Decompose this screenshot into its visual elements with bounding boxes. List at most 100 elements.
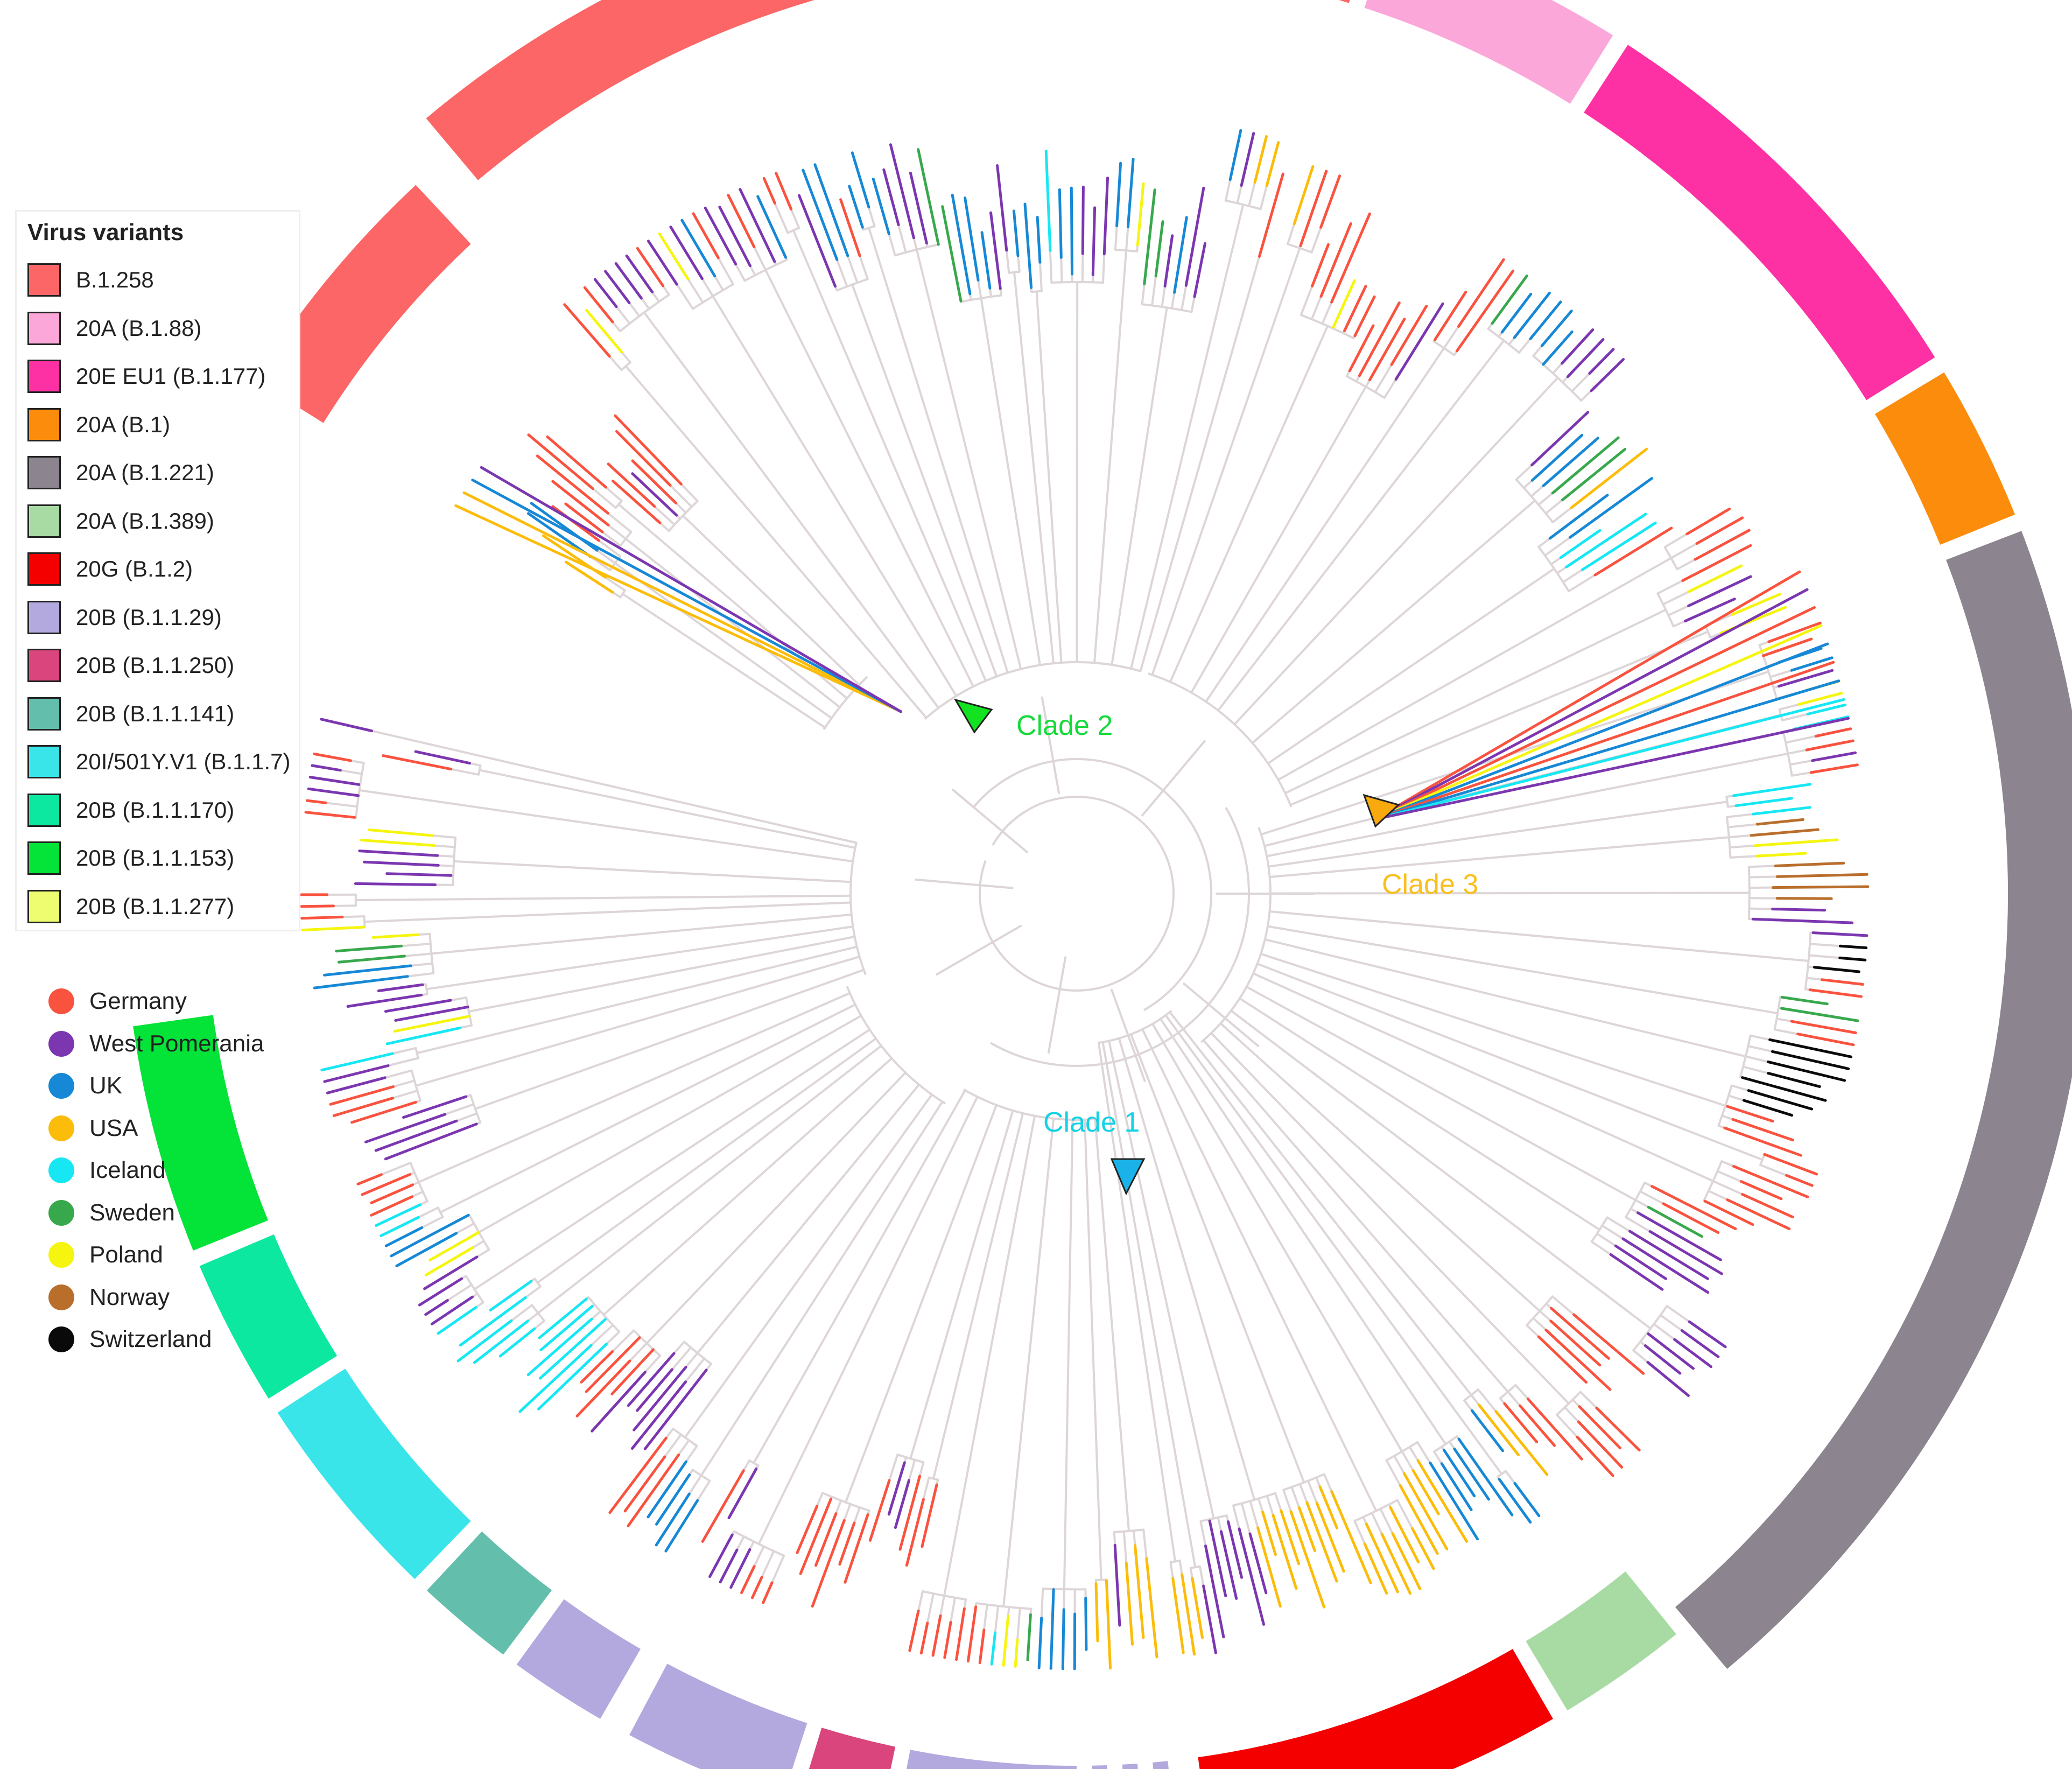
tree-tip [1731, 1118, 1794, 1142]
tree-branch [917, 1590, 924, 1612]
tree-branch [1544, 499, 1564, 515]
tree-branch [1125, 226, 1129, 252]
tree-tip [989, 211, 1002, 290]
tree-branch [1727, 1094, 1745, 1101]
tree-tip [718, 206, 751, 268]
tree-branch [1307, 1479, 1318, 1504]
tree-branch [596, 549, 616, 565]
tree-branch [417, 992, 851, 1183]
tree-branch [1571, 1399, 1581, 1408]
tree-tip [1790, 1020, 1857, 1034]
variant-swatch [27, 697, 61, 731]
tree-branch [453, 860, 852, 883]
tree-branch [425, 925, 854, 991]
tree-branch [339, 769, 363, 775]
tree-tip [1238, 1527, 1265, 1626]
tree-tip [1471, 1409, 1504, 1452]
tree-tip [1297, 1506, 1316, 1553]
tree-tip [585, 1336, 641, 1393]
tree-tip [332, 1097, 395, 1117]
tree-tip [631, 459, 678, 504]
tree-tip [680, 219, 717, 278]
tree-tip [1751, 806, 1811, 816]
tree-branch [1749, 1034, 1771, 1041]
tree-tip [1662, 1202, 1720, 1234]
variant-legend-item: 20I/501Y.V1 (B.1.1.7) [27, 743, 291, 781]
tree-branch [1284, 608, 1667, 795]
tree-branch [1393, 1455, 1406, 1475]
tree-branch [1248, 181, 1256, 207]
tree-branch [845, 1104, 998, 1504]
tree-branch [1709, 632, 1722, 639]
clade-3-label: Clade 3 [1382, 869, 1478, 900]
tree-branch [1199, 1565, 1205, 1587]
tree-tip [1265, 141, 1280, 187]
tree-branch [1118, 1037, 1256, 1501]
tree-branch [620, 350, 631, 364]
tree-branch-arc [990, 807, 1250, 1067]
tree-tip [1647, 1332, 1695, 1370]
tree-tip [1808, 988, 1863, 998]
tree-tip [402, 1095, 468, 1119]
tree-tip [564, 502, 604, 533]
tree-branch [835, 258, 848, 288]
tree-tip [1403, 1472, 1449, 1550]
tree-tip [612, 480, 662, 524]
tree-tip [382, 754, 453, 771]
tree-branch [533, 1319, 545, 1330]
tree-tip [1500, 292, 1533, 334]
tree-tip [1771, 885, 1870, 889]
tree-tip [1094, 1582, 1099, 1642]
tree-branch [1656, 579, 1684, 595]
tree-branch [1712, 1180, 1744, 1196]
tree-tip [1609, 1253, 1664, 1291]
tree-tip [1037, 1617, 1043, 1669]
tree-tip [395, 1232, 458, 1267]
tree-branch-arc [963, 1088, 1101, 1121]
tree-tip [655, 1473, 691, 1526]
tree-tip [1014, 1638, 1019, 1668]
tree-branch [1568, 574, 1596, 593]
variant-ring-segment [516, 1599, 641, 1719]
tree-branch [663, 1433, 682, 1458]
tree-branch [526, 1312, 539, 1322]
tree-branch [1676, 558, 1697, 571]
variant-ring-segment [1092, 1765, 1107, 1769]
variant-label: 20B (B.1.1.141) [76, 700, 235, 726]
tree-tip [1358, 301, 1401, 377]
tree-branch [1232, 1504, 1240, 1530]
tree-tip [300, 915, 344, 920]
tree-tip [908, 1609, 920, 1652]
tree-branch [1102, 252, 1106, 284]
variant-legend-item: 20B (B.1.1.153) [27, 839, 234, 877]
tree-branch [602, 1057, 893, 1316]
tree-tip [868, 1479, 891, 1542]
tree-branch [915, 248, 1022, 670]
tree-tip [727, 1467, 758, 1520]
tree-branch [742, 1459, 751, 1472]
tree-tip [980, 231, 992, 290]
tree-tip [739, 188, 776, 263]
country-legend-item: West Pomerania [48, 1028, 264, 1060]
country-dot-icon [48, 1326, 74, 1352]
tree-tip [580, 1350, 614, 1384]
tree-branch [717, 256, 734, 286]
tree-tip [719, 1548, 739, 1584]
variant-ring-segment [809, 1728, 896, 1769]
tree-tip [943, 1620, 952, 1659]
tree-branch [363, 901, 852, 923]
tree-tip [1681, 544, 1752, 582]
tree-branch [605, 1330, 621, 1345]
tree-tip [1318, 1485, 1339, 1530]
tree-branch [590, 1324, 614, 1346]
tree-tip [1688, 1320, 1727, 1349]
tree-branch [431, 834, 457, 839]
tree-branch [1518, 338, 1532, 354]
tree-branch [1730, 1084, 1750, 1092]
tree-branch [455, 1222, 475, 1234]
tree-tip [798, 194, 837, 288]
country-label: Poland [89, 1241, 164, 1268]
tree-tip [1751, 917, 1854, 924]
tree-branch [449, 996, 468, 1002]
tree-branch [1716, 1170, 1743, 1183]
